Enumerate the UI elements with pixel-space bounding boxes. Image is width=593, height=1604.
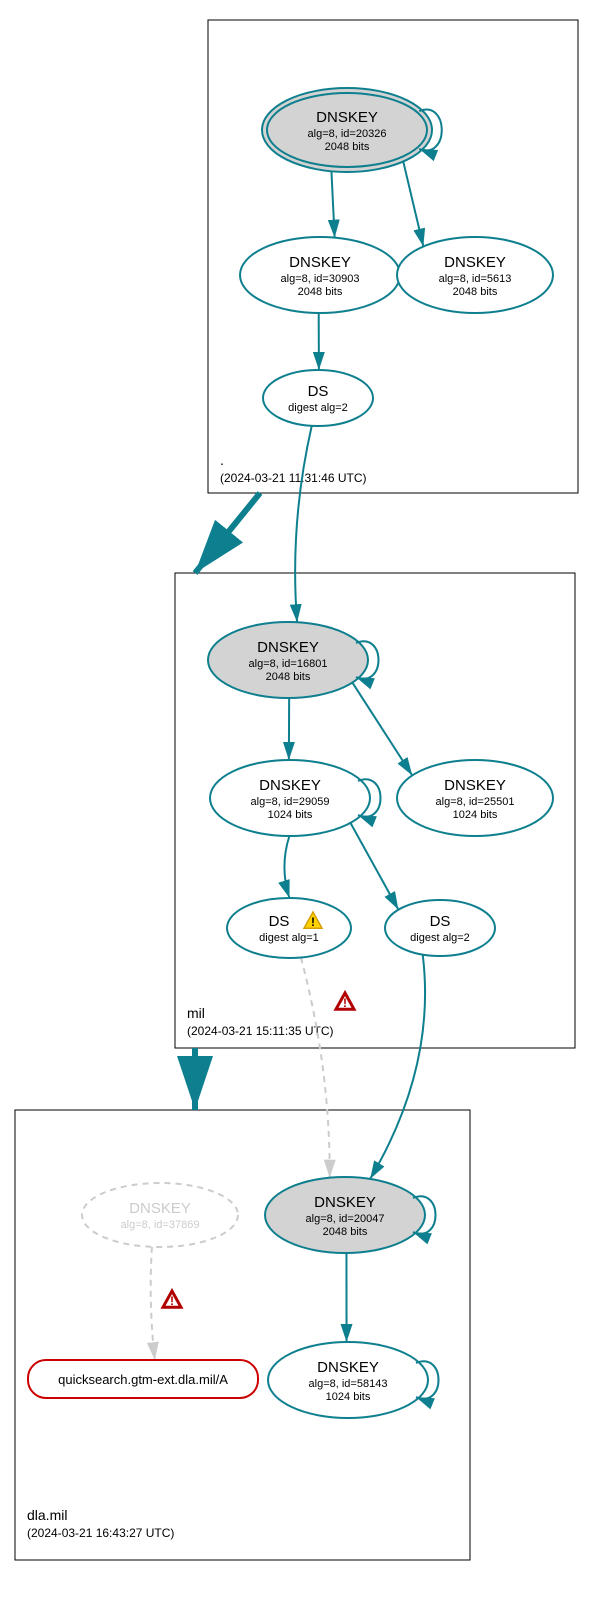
svg-text:DS: DS — [308, 383, 329, 400]
svg-text:DNSKEY: DNSKEY — [317, 1359, 379, 1376]
edge — [284, 836, 289, 898]
svg-text:!: ! — [343, 996, 347, 1010]
svg-text:alg=8, id=16801: alg=8, id=16801 — [249, 658, 328, 670]
node-mil_ds2: DS digest alg=2 — [385, 900, 495, 956]
svg-text:2048 bits: 2048 bits — [323, 1226, 368, 1238]
svg-text:quicksearch.gtm-ext.dla.mil/A: quicksearch.gtm-ext.dla.mil/A — [58, 1372, 228, 1387]
svg-text:DNSKEY: DNSKEY — [444, 254, 506, 271]
node-root_zsk2: DNSKEY alg=8, id=56132048 bits — [397, 237, 553, 313]
svg-text:alg=8, id=58143: alg=8, id=58143 — [309, 1378, 388, 1390]
warning-red-icon: ! — [336, 993, 354, 1010]
svg-text:DNSKEY: DNSKEY — [259, 777, 321, 794]
svg-text:alg=8, id=25501: alg=8, id=25501 — [436, 796, 515, 808]
svg-text:DS: DS — [269, 913, 290, 930]
node-mil_ksk: DNSKEY alg=8, id=168012048 bits — [208, 622, 368, 698]
svg-text:2048 bits: 2048 bits — [266, 671, 311, 683]
svg-text:1024 bits: 1024 bits — [268, 809, 313, 821]
edge — [370, 955, 425, 1179]
edge — [331, 171, 334, 237]
svg-text:alg=8, id=5613: alg=8, id=5613 — [439, 273, 512, 285]
node-mil_zsk2: DNSKEY alg=8, id=255011024 bits — [397, 760, 553, 836]
svg-text:alg=8, id=20047: alg=8, id=20047 — [306, 1213, 385, 1225]
svg-text:alg=8, id=30903: alg=8, id=30903 — [281, 273, 360, 285]
svg-text:(2024-03-21 15:11:35 UTC): (2024-03-21 15:11:35 UTC) — [187, 1024, 334, 1038]
svg-text:DNSKEY: DNSKEY — [316, 109, 378, 126]
svg-text:DNSKEY: DNSKEY — [444, 777, 506, 794]
svg-text:DNSKEY: DNSKEY — [314, 1194, 376, 1211]
svg-text:2048 bits: 2048 bits — [298, 286, 343, 298]
svg-text:mil: mil — [187, 1005, 205, 1021]
svg-text:!: ! — [311, 915, 315, 929]
svg-text:DNSKEY: DNSKEY — [129, 1200, 191, 1217]
svg-text:2048 bits: 2048 bits — [453, 286, 498, 298]
node-root_ds: DS digest alg=2 — [263, 370, 373, 426]
node-root_ksk: DNSKEY alg=8, id=203262048 bits — [262, 88, 432, 172]
edge — [352, 683, 412, 776]
svg-text:(2024-03-21 16:43:27 UTC): (2024-03-21 16:43:27 UTC) — [27, 1526, 174, 1540]
svg-text:alg=8, id=29059: alg=8, id=29059 — [251, 796, 330, 808]
svg-text:DNSKEY: DNSKEY — [289, 254, 351, 271]
edge — [350, 823, 398, 910]
edge — [301, 957, 330, 1177]
svg-text:DNSKEY: DNSKEY — [257, 639, 319, 656]
svg-text:digest alg=1: digest alg=1 — [259, 932, 319, 944]
svg-text:1024 bits: 1024 bits — [326, 1391, 371, 1403]
svg-text:DS: DS — [430, 913, 451, 930]
edge — [151, 1247, 155, 1360]
svg-text:digest alg=2: digest alg=2 — [288, 402, 348, 414]
node-mil_ds1: DS digest alg=1 — [227, 898, 351, 958]
rrset-record: quicksearch.gtm-ext.dla.mil/A — [28, 1360, 258, 1398]
delegation-edge — [195, 493, 260, 573]
svg-text:!: ! — [170, 1294, 174, 1308]
warning-red-icon: ! — [163, 1291, 181, 1308]
svg-text:2048 bits: 2048 bits — [325, 141, 370, 153]
node-root_zsk1: DNSKEY alg=8, id=309032048 bits — [240, 237, 400, 313]
svg-text:(2024-03-21 11:31:46 UTC): (2024-03-21 11:31:46 UTC) — [220, 471, 367, 485]
svg-text:alg=8, id=20326: alg=8, id=20326 — [308, 128, 387, 140]
svg-text:1024 bits: 1024 bits — [453, 809, 498, 821]
edge — [295, 426, 312, 622]
node-dla_zsk: DNSKEY alg=8, id=581431024 bits — [268, 1342, 428, 1418]
svg-text:alg=8, id=37869: alg=8, id=37869 — [121, 1219, 200, 1231]
svg-text:.: . — [220, 452, 224, 468]
svg-text:dla.mil: dla.mil — [27, 1507, 67, 1523]
node-dla_ksk: DNSKEY alg=8, id=200472048 bits — [265, 1177, 425, 1253]
svg-text:digest alg=2: digest alg=2 — [410, 932, 470, 944]
zone-dla-mil: dla.mil (2024-03-21 16:43:27 UTC) — [15, 1110, 470, 1560]
node-mil_zsk1: DNSKEY alg=8, id=290591024 bits — [210, 760, 370, 836]
node-dla_ghost: DNSKEY alg=8, id=37869 — [82, 1183, 238, 1247]
edge — [403, 161, 423, 246]
